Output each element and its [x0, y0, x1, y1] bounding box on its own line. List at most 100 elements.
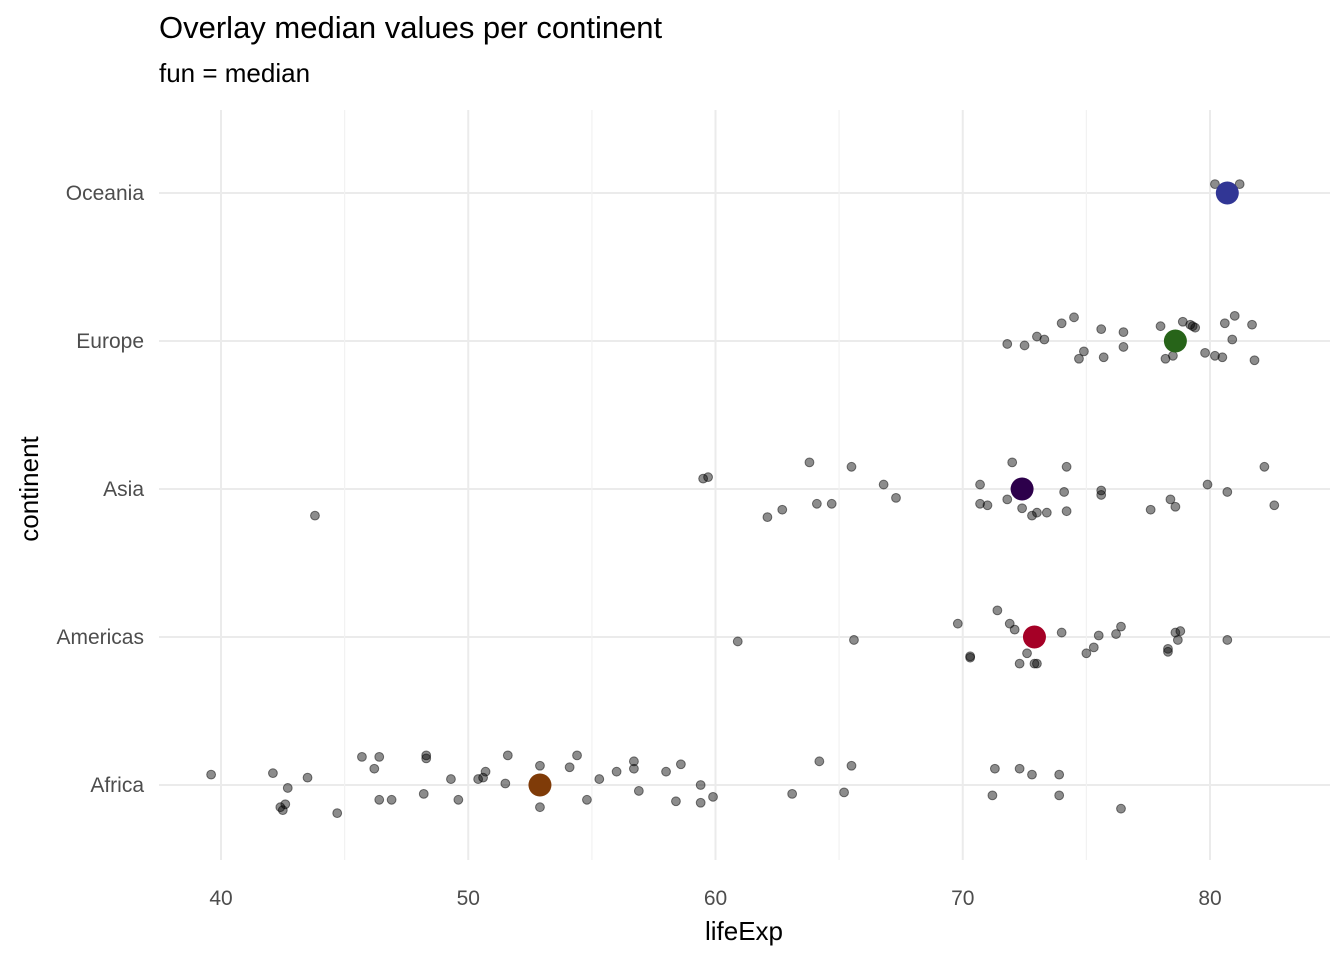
data-point-americas — [1172, 635, 1183, 645]
data-point-americas — [1009, 624, 1020, 635]
chart-title: Overlay median values per continent — [159, 10, 663, 45]
y-tick-label-asia: Asia — [103, 478, 144, 501]
data-point-americas — [1022, 648, 1032, 659]
x-tick-labels: 40 50 60 70 80 — [209, 887, 1221, 910]
x-tick-label: 60 — [704, 887, 727, 910]
y-axis-title: continent — [14, 435, 44, 541]
data-point-americas — [1088, 642, 1099, 653]
median-point-europe — [1163, 329, 1187, 353]
data-point-asia — [1007, 457, 1018, 468]
data-point-asia — [1059, 487, 1070, 497]
y-tick-labels: Africa Americas Asia Europe Oceania — [56, 182, 144, 797]
data-point-europe — [1096, 324, 1107, 335]
data-point-oceania — [1234, 179, 1245, 190]
data-point-africa — [708, 791, 718, 802]
data-point-africa — [282, 783, 293, 793]
data-point-asia — [1027, 510, 1037, 521]
data-point-africa — [1014, 763, 1025, 774]
data-point-asia — [1032, 507, 1042, 518]
data-point-europe — [1019, 340, 1030, 351]
data-point-americas — [965, 652, 976, 663]
data-point-africa — [846, 760, 857, 771]
data-point-asia — [1259, 461, 1270, 472]
data-point-asia — [1165, 494, 1176, 505]
data-point-americas — [1111, 629, 1121, 639]
data-point-africa — [814, 756, 825, 767]
y-tick-label-oceania: Oceania — [66, 182, 145, 205]
data-point-asia — [1269, 500, 1280, 511]
data-point-asia — [846, 461, 857, 472]
data-point-americas — [1222, 635, 1233, 645]
data-point-africa — [695, 780, 706, 790]
data-points — [206, 179, 1280, 819]
data-point-africa — [1054, 769, 1065, 780]
data-point-africa — [502, 750, 513, 761]
data-point-africa — [369, 763, 380, 774]
y-tick-label-africa: Africa — [90, 774, 144, 797]
data-point-africa — [206, 769, 217, 780]
data-point-africa — [374, 794, 385, 805]
data-point-asia — [891, 492, 901, 503]
data-point-africa — [280, 799, 291, 810]
x-axis-title: lifeExp — [705, 916, 783, 946]
data-point-africa — [386, 794, 397, 805]
data-point-americas — [1056, 627, 1067, 638]
data-point-africa — [277, 805, 288, 816]
data-point-africa — [500, 778, 511, 789]
data-point-americas — [1175, 626, 1186, 636]
grid-minor-x — [344, 110, 1087, 860]
x-tick-label: 80 — [1198, 887, 1221, 910]
data-point-africa — [594, 774, 605, 784]
data-point-africa — [1116, 803, 1126, 814]
data-point-europe — [1229, 310, 1240, 321]
data-point-europe — [1098, 352, 1109, 363]
x-tick-label: 70 — [951, 887, 974, 910]
data-point-europe — [1056, 318, 1067, 329]
y-tick-label-americas: Americas — [56, 626, 144, 649]
data-point-asia — [1002, 494, 1013, 505]
data-point-africa — [535, 760, 545, 771]
data-point-europe — [1247, 319, 1257, 330]
data-point-africa — [453, 794, 464, 805]
data-point-asia — [1061, 506, 1072, 517]
data-point-europe — [1069, 312, 1079, 323]
data-point-africa — [1027, 769, 1037, 780]
data-point-europe — [1249, 355, 1260, 366]
data-point-europe — [1002, 339, 1013, 349]
data-point-americas — [1081, 648, 1092, 659]
data-point-americas — [1163, 643, 1173, 654]
data-point-europe — [1210, 350, 1220, 361]
data-point-africa — [418, 788, 429, 799]
data-point-africa — [332, 808, 343, 819]
data-point-africa — [268, 768, 278, 779]
data-point-americas — [849, 635, 859, 645]
data-point-europe — [1168, 350, 1178, 361]
data-point-africa — [446, 774, 456, 784]
data-point-asia — [811, 498, 822, 509]
data-point-americas — [952, 618, 963, 629]
median-point-africa — [528, 773, 552, 797]
data-point-europe — [1155, 321, 1166, 332]
data-point-africa — [629, 763, 639, 774]
data-point-africa — [421, 750, 432, 761]
data-point-americas — [1014, 658, 1025, 669]
data-point-asia — [1061, 461, 1072, 472]
data-point-asia — [1145, 504, 1156, 515]
data-point-asia — [1222, 487, 1233, 497]
median-point-oceania — [1215, 181, 1239, 205]
data-point-americas — [1093, 630, 1104, 641]
data-point-africa — [695, 797, 706, 808]
data-point-africa — [633, 786, 644, 796]
data-point-oceania — [1210, 179, 1220, 190]
median-point-asia — [1010, 477, 1034, 501]
data-point-asia — [804, 457, 815, 468]
data-point-africa — [582, 794, 592, 805]
data-point-africa — [839, 787, 849, 798]
data-point-asia — [1202, 479, 1213, 490]
data-point-asia — [975, 479, 985, 490]
data-point-europe — [1079, 346, 1089, 357]
data-point-europe — [1227, 334, 1238, 345]
data-point-africa — [357, 751, 367, 762]
data-point-europe — [1039, 334, 1050, 345]
grid-major-x — [220, 110, 1211, 860]
